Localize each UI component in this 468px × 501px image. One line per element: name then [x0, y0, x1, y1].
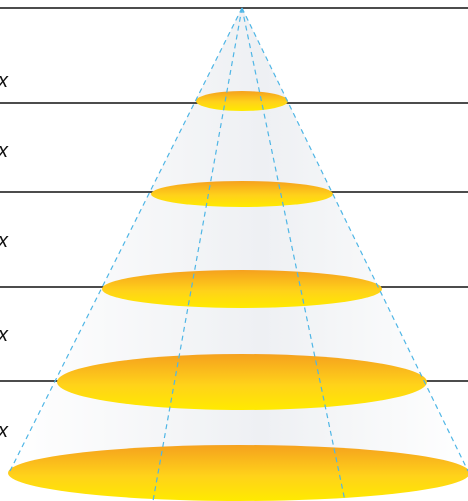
disc-4 [57, 354, 427, 410]
disc-3 [102, 270, 382, 308]
cone-body [10, 8, 468, 471]
row-labels: x x x x x [0, 70, 9, 442]
row-label-4: x [0, 324, 9, 346]
dashed-line [241, 7, 346, 501]
disc-1 [196, 91, 288, 111]
dashed-line [152, 7, 243, 501]
row-label-3: x [0, 230, 9, 252]
row-label-5: x [0, 420, 9, 442]
disc-5 [8, 445, 468, 501]
dashed-line [241, 7, 468, 472]
dashed-lines [9, 7, 468, 501]
row-label-1: x [0, 70, 9, 92]
discs [8, 91, 468, 501]
disc-2 [151, 181, 333, 207]
row-label-2: x [0, 140, 9, 162]
